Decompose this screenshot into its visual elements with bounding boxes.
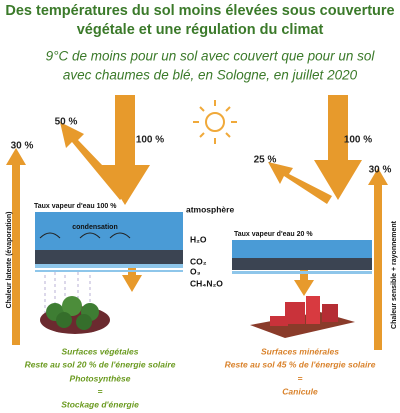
vapour: Taux vapeur d'eau 20 % (234, 231, 313, 238)
percent: 100 % (136, 135, 164, 146)
percent: 100 % (344, 135, 372, 146)
subtitle: 9°C de moins pour un sol avec couvert qu… (46, 49, 376, 64)
arrows-right (268, 95, 388, 350)
condensation: condensation (72, 224, 118, 231)
clouds (39, 232, 131, 239)
gas: O₃ (190, 266, 201, 276)
gas-band (35, 270, 183, 272)
gas: H₂O (190, 234, 207, 244)
caption: Canicule (282, 386, 318, 396)
atmosphere-band (35, 212, 183, 250)
gas-band (232, 271, 372, 274)
vapour: Taux vapeur d'eau 100 % (34, 203, 117, 210)
caption: Photosynthèse (70, 373, 131, 383)
percent: 30 % (11, 141, 34, 152)
caption: Surfaces végétales (61, 346, 138, 356)
gas: CO₂ (190, 256, 207, 266)
axis-label: Chaleur latente (évaporation) (6, 212, 13, 309)
percent: 50 % (55, 117, 78, 128)
atmosphere-band (232, 240, 372, 258)
caption: = (98, 386, 103, 396)
gas-band (35, 264, 183, 268)
title: végétale et une régulation du climat (77, 22, 324, 38)
gas-band (232, 258, 372, 270)
percent: 30 % (369, 165, 392, 176)
sun (193, 100, 237, 144)
title: Des températures du sol moins élevées so… (5, 3, 394, 19)
subtitle: avec chaumes de blé, en Sologne, en juil… (63, 68, 358, 83)
caption: Reste au sol 20 % de l'énergie solaire (25, 359, 176, 369)
bricks (250, 296, 355, 338)
atmosphere: atmosphère (186, 204, 234, 214)
axis-label: Chaleur sensible + rayonnement (391, 220, 398, 329)
plants (40, 272, 110, 334)
gas: CH₄N₂O (190, 278, 223, 288)
percent: 25 % (254, 155, 277, 166)
caption: Stockage d'énergie (61, 399, 139, 409)
caption: Surfaces minérales (261, 346, 339, 356)
gas-band (35, 250, 183, 264)
caption: = (298, 373, 303, 383)
caption: Reste au sol 45 % de l'énergie solaire (225, 359, 376, 369)
